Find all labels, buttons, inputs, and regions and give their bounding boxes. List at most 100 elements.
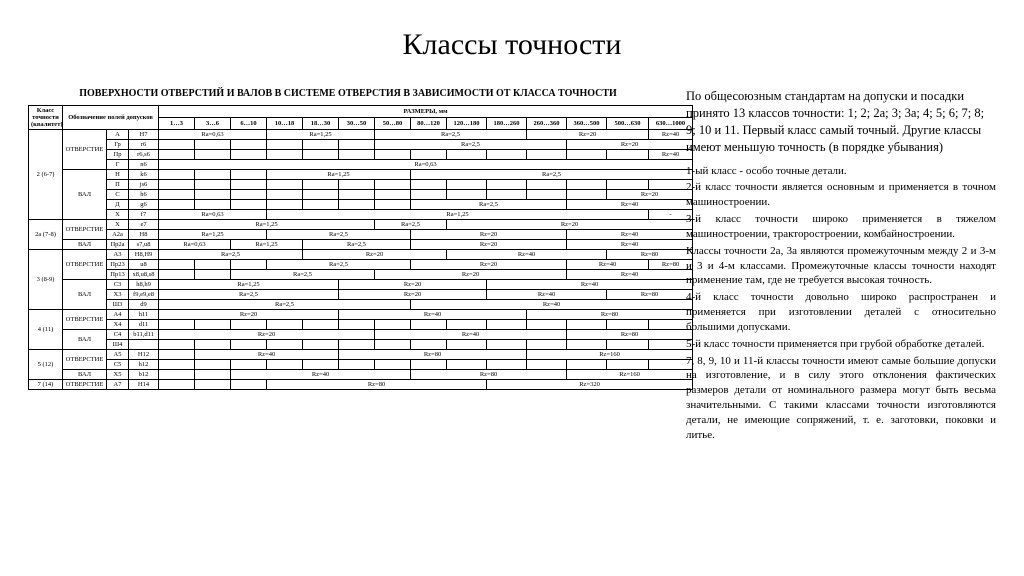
cell-value: Rz=80 [567,330,693,340]
cell-value [339,180,375,190]
cell-value [567,320,607,330]
cell-class: 2а (7-8) [29,220,63,250]
page: Классы точности ПОВЕРХНОСТИ ОТВЕРСТИЙ И … [0,0,1024,576]
cell-value: Ra=0,63 [159,210,267,220]
cell-value: Rz=40 [567,260,649,270]
cell-value [231,150,267,160]
cell-fit: n6 [129,160,159,170]
cell-value [567,180,607,190]
cell-value [159,360,195,370]
cell-fit: b12 [129,370,159,380]
paragraph: 3-й класс точности широко применяется в … [686,212,996,242]
cell-value [231,170,267,180]
paragraph: 1-ый класс - особо точные детали. [686,164,996,179]
cell-value [159,200,195,210]
cell-value: Ra=2,5 [159,300,411,310]
cell-fit: b11,d11 [129,330,159,340]
cell-mark: Пр23 [107,260,129,270]
cell-value [375,200,411,210]
cell-value [195,190,231,200]
cell-mark: С [107,190,129,200]
cell-value: Ra=2,5 [375,140,567,150]
table-row: 5 (12)ОТВЕРСТИЕA5H12Rz=40Rz=80Rz=160 [29,350,693,360]
cell-value [487,340,527,350]
cell-value [267,340,303,350]
cell-value [195,270,231,280]
cell-value: Rz=80 [607,250,693,260]
cell-kind: ОТВЕРСТИЕ [63,250,107,280]
cell-value: Ra=1,25 [159,220,375,230]
cell-fit: r6,s6 [129,150,159,160]
cell-value [339,140,375,150]
cell-value [607,320,649,330]
cell-class: 5 (12) [29,350,63,380]
cell-kind: ВАЛ [63,240,107,250]
cell-fit: H7 [129,130,159,140]
cell-fit: u8 [129,260,159,270]
cell-value: Ra=0,63 [159,130,267,140]
cell-mark: X4 [107,320,129,330]
cell-value [567,190,607,200]
cell-value [411,150,447,160]
th-class: Класс точности (квалитет) [29,106,63,130]
cell-value [195,180,231,190]
cell-value [411,180,447,190]
cell-value [267,150,303,160]
cell-value [195,200,231,210]
cell-value: Ra=2,5 [159,250,303,260]
cell-value [231,360,267,370]
cell-value: Ra=2,5 [375,130,527,140]
th-designation: Обозначение полей допусков [63,106,159,130]
cell-value [527,320,567,330]
cell-fit: e7 [129,220,159,230]
cell-value: Rz=40 [487,280,693,290]
cell-value [411,340,447,350]
cell-value [527,180,567,190]
cell-kind: ВАЛ [63,370,107,380]
cell-fit: r6 [129,140,159,150]
table-row: X4d11 [29,320,693,330]
cell-value [527,360,567,370]
cell-value [159,190,195,200]
cell-value [231,200,267,210]
cell-value [159,170,195,180]
table-row: Пр23u8Ra=2,5Rz=20Rz=40Rz=80 [29,260,693,270]
cell-fit: d9 [129,300,159,310]
cell-value [447,340,487,350]
paragraphs: 1-ый класс - особо точные детали.2-й кла… [686,164,996,443]
cell-fit [129,340,159,350]
cell-value: Rz=20 [411,240,567,250]
cell-mark: A4 [107,310,129,320]
cell-fit: h12 [129,360,159,370]
cell-value: Rz=20 [159,330,375,340]
cell-value [195,140,231,150]
cell-value [303,340,339,350]
cell-value [267,200,303,210]
th-range: 6…10 [231,118,267,130]
cell-value: Ra=1,25 [267,170,411,180]
cell-value [339,320,375,330]
paragraph: 7, 8, 9, 10 и 11-й классы точности имеют… [686,354,996,443]
intro-text: По общесоюзным стандартам на допуски и п… [686,88,996,156]
cell-value: Rz=40 [567,270,693,280]
cell-value: Rz=160 [567,370,693,380]
cell-mark: C4 [107,330,129,340]
table-row: Ш3d9Ra=2,5Rz=40 [29,300,693,310]
cell-fit: H14 [129,380,159,390]
cell-value [339,190,375,200]
cell-fit: H8 [129,230,159,240]
table-row: ВАЛX5b12Rz=40Rz=80Rz=160 [29,370,693,380]
cell-value [447,320,487,330]
table-row: Грr6Ra=2,5Rz=20 [29,140,693,150]
cell-value [567,150,607,160]
cell-value: Rz=20 [411,260,567,270]
cell-value [487,150,527,160]
cell-value [195,380,231,390]
cell-value [159,140,195,150]
table-row: Ш4 [29,340,693,350]
cell-value [487,360,527,370]
cell-value: Rz=80 [267,380,487,390]
th-range: 360…500 [567,118,607,130]
cell-value: Ra=1,25 [159,230,267,240]
cell-mark: Н [107,170,129,180]
